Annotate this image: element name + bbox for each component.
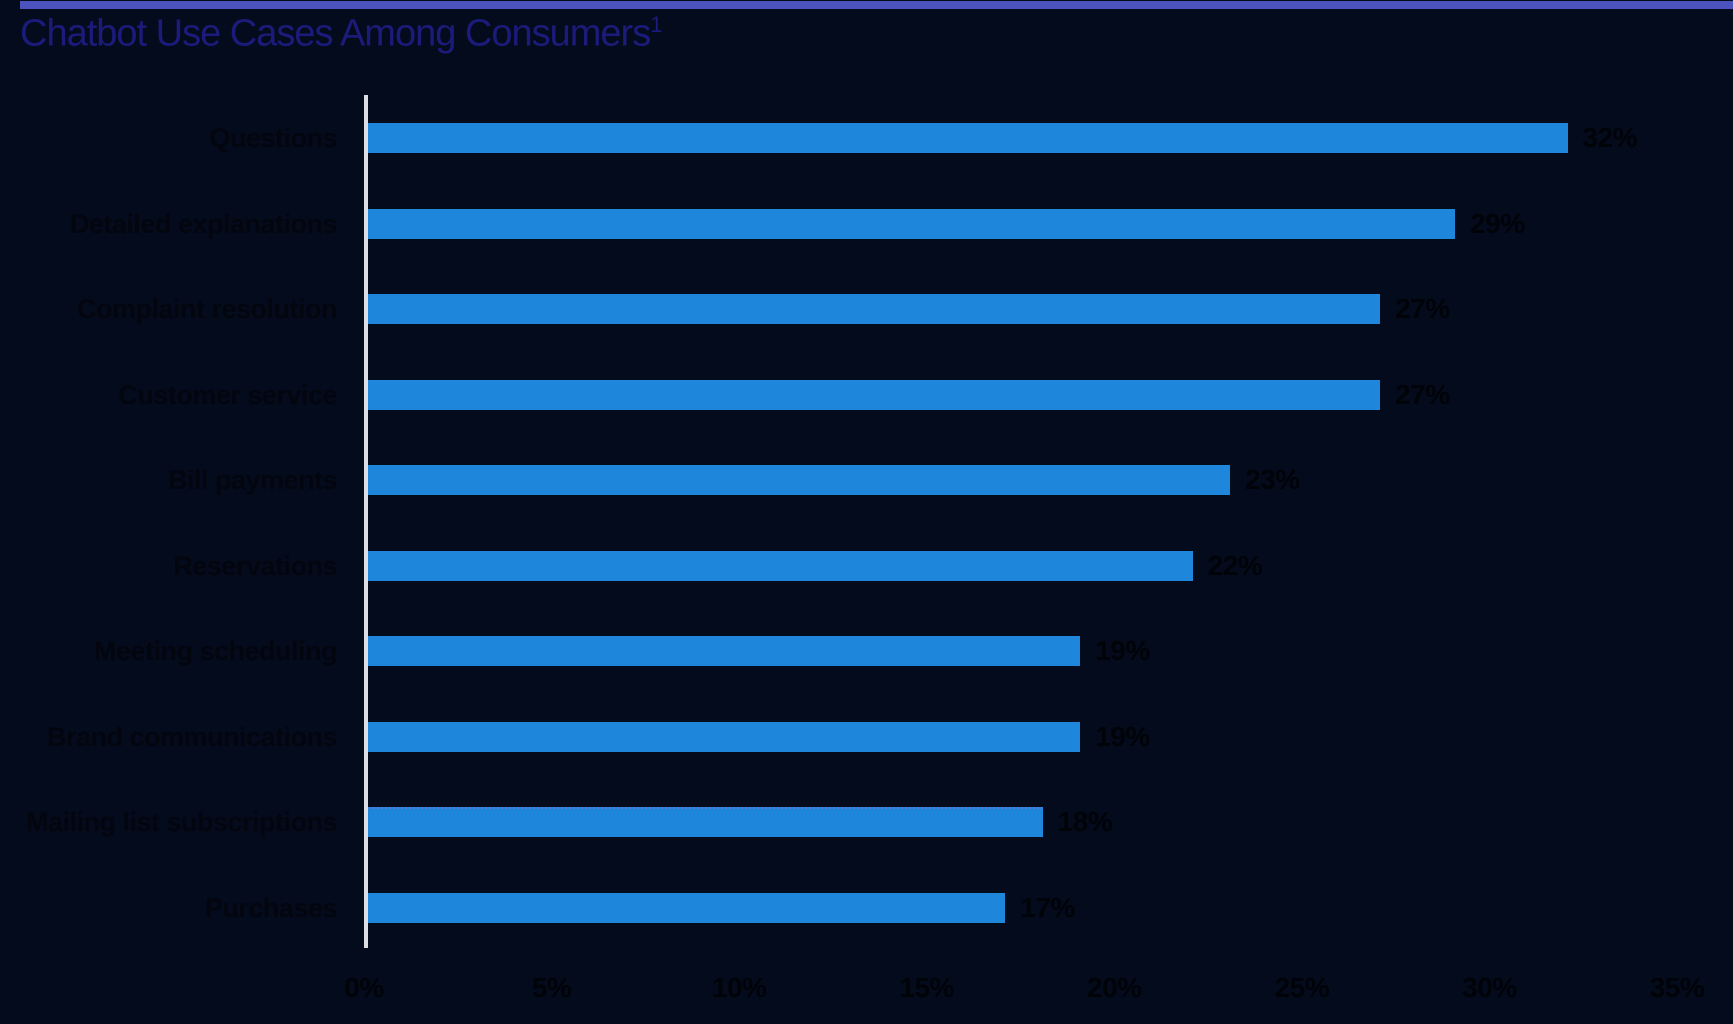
category-label: Bill payments xyxy=(167,465,338,496)
value-label: 23% xyxy=(1245,464,1300,496)
bar-row: 27% xyxy=(368,378,1680,410)
category-label: Meeting scheduling xyxy=(93,636,338,667)
x-tick-label: 25% xyxy=(1274,972,1330,1003)
bar-row: 18% xyxy=(368,806,1680,838)
bar xyxy=(368,892,1006,923)
bar xyxy=(368,294,1381,325)
category-label: Brand communications xyxy=(46,721,338,752)
bar-row: 19% xyxy=(368,635,1680,667)
y-axis-line xyxy=(364,95,368,948)
bar xyxy=(368,550,1193,581)
chart-title-text: Chatbot Use Cases Among Consumers xyxy=(20,12,651,55)
bar-row: 17% xyxy=(368,891,1680,923)
bar-row: 27% xyxy=(368,293,1680,325)
category-label: Complaint resolution xyxy=(77,294,338,325)
category-label: Reservations xyxy=(173,550,337,581)
value-label: 27% xyxy=(1395,378,1450,410)
value-label: 29% xyxy=(1470,207,1525,239)
value-label: 19% xyxy=(1095,635,1150,667)
value-label: 32% xyxy=(1582,122,1638,153)
category-label: Mailing list subscriptions xyxy=(25,807,338,838)
bar xyxy=(368,123,1568,153)
bar-row: 29% xyxy=(368,207,1680,239)
bar-row: 19% xyxy=(368,720,1680,752)
x-tick-label: 20% xyxy=(1087,972,1142,1003)
bar-row: 22% xyxy=(368,549,1680,581)
chart-title: Chatbot Use Cases Among Consumers1 xyxy=(20,12,662,56)
value-label: 17% xyxy=(1020,891,1075,923)
value-label: 18% xyxy=(1057,806,1113,838)
x-tick-label: 30% xyxy=(1462,972,1517,1003)
top-accent-bar xyxy=(20,1,1733,9)
category-axis: Questions Detailed explanations Complaint … xyxy=(0,95,338,948)
bar xyxy=(368,807,1043,838)
x-tick-label: 0% xyxy=(344,972,384,1003)
category-label: Purchases xyxy=(204,892,338,923)
bar-row: 32% xyxy=(368,122,1680,153)
bar xyxy=(368,721,1081,752)
value-label: 19% xyxy=(1095,720,1150,752)
category-label: Customer service xyxy=(118,379,337,410)
x-axis: 0% 5% 10% 15% 20% 25% 30% 35% xyxy=(344,972,1705,1012)
x-tick-label: 10% xyxy=(711,972,767,1003)
x-tick-label: 15% xyxy=(899,972,954,1003)
bar xyxy=(368,465,1231,496)
bar xyxy=(368,379,1381,410)
x-tick-label: 35% xyxy=(1649,972,1705,1003)
x-tick-label: 5% xyxy=(531,972,572,1003)
category-label: Questions xyxy=(209,123,337,153)
bar xyxy=(368,636,1081,667)
bar-row: 23% xyxy=(368,464,1680,496)
plot-area: 32% 29% 27% 27% 23% 22% 19% 19% 18% 17% xyxy=(368,95,1680,948)
bar xyxy=(368,208,1456,239)
value-label: 27% xyxy=(1395,293,1450,325)
category-label: Detailed explanations xyxy=(69,208,338,239)
chart-title-superscript: 1 xyxy=(650,12,662,37)
value-label: 22% xyxy=(1207,549,1263,581)
